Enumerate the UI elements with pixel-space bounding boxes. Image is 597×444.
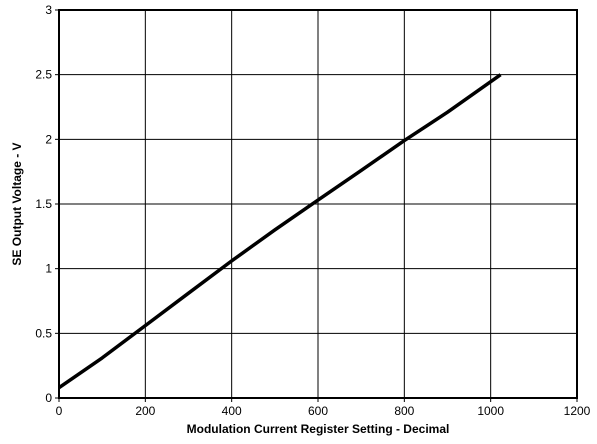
y-axis-ticks: 0 0.5 1 1.5 2 2.5 3 [35, 3, 59, 405]
y-tick-label: 3 [45, 3, 52, 17]
x-tick-label: 0 [56, 404, 63, 418]
series-layer [58, 73, 502, 390]
x-tick-label: 400 [222, 404, 242, 418]
x-axis-ticks: 0 200 400 600 800 1000 1200 [56, 398, 591, 418]
x-tick-label: 600 [308, 404, 328, 418]
series-line-0 [58, 73, 502, 390]
x-tick-label: 1200 [564, 404, 591, 418]
x-tick-label: 800 [394, 404, 414, 418]
x-tick-label: 200 [135, 404, 155, 418]
y-axis-title: SE Output Voltage - V [10, 142, 24, 265]
y-tick-label: 0 [45, 391, 52, 405]
y-tick-label: 0.5 [35, 326, 52, 340]
grid [59, 10, 577, 398]
y-tick-label: 2.5 [35, 68, 52, 82]
x-tick-label: 1000 [477, 404, 504, 418]
x-axis-title: Modulation Current Register Setting - De… [187, 422, 450, 436]
y-tick-label: 1 [45, 262, 52, 276]
y-tick-label: 2 [45, 132, 52, 146]
y-tick-label: 1.5 [35, 197, 52, 211]
